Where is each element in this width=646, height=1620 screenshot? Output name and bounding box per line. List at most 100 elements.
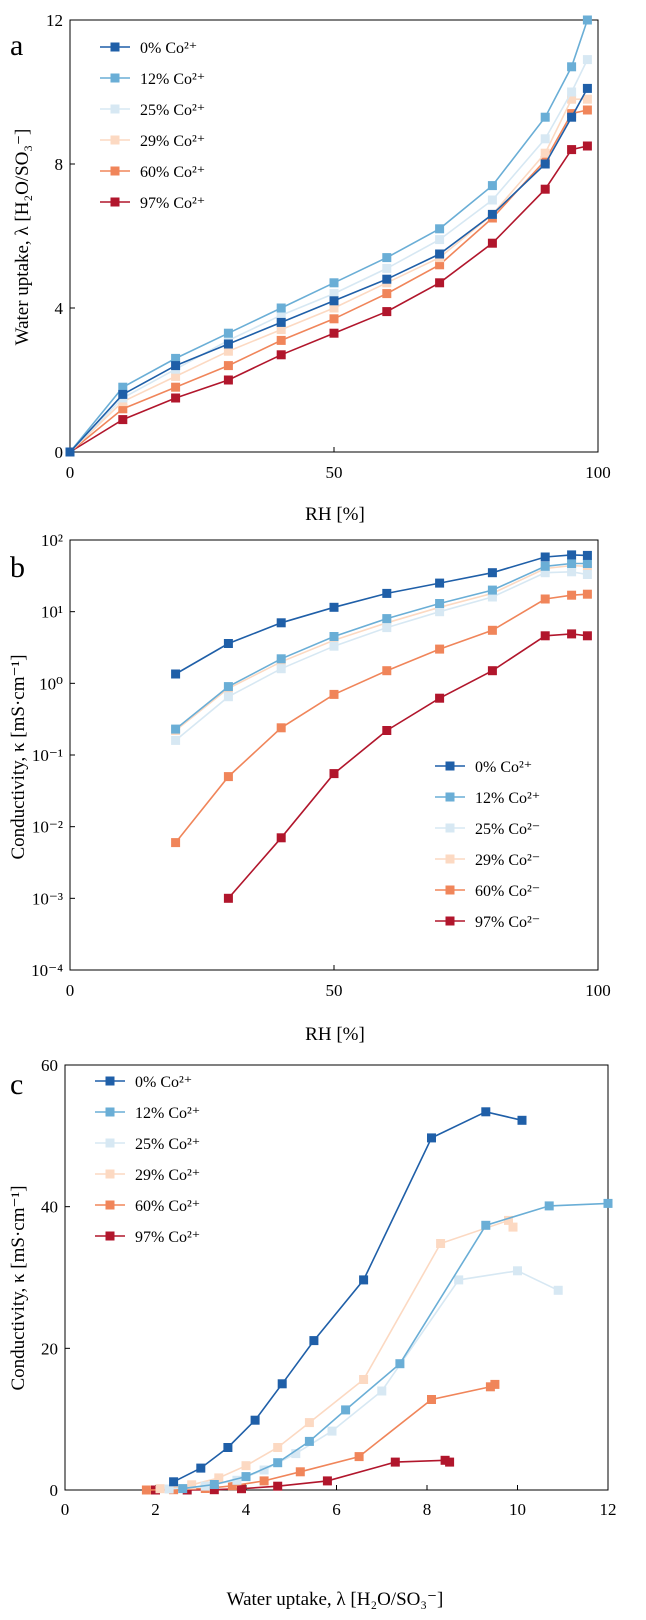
data-point-c-2-2 [232,1475,242,1485]
data-point-c-0-5 [309,1336,319,1346]
data-point-c-3-2 [214,1473,224,1483]
legend-label-a-1: 12% Co²⁺ [140,71,205,88]
data-point-b-2-9 [582,570,592,579]
x-tick-label-b: 0 [66,981,75,1000]
data-point-b-2-6 [487,592,497,602]
data-point-b-2-0 [171,735,181,745]
data-point-c-4-5 [295,1467,305,1477]
data-point-c-3-1 [187,1480,197,1490]
y-tick-label-b: 10⁻⁴ [31,961,63,980]
y-axis-title-c: Conductivity, κ [mS·cm⁻¹] [8,1185,29,1390]
y-tick-label-b: 10⁻² [32,818,63,837]
data-point-c-3-7 [436,1239,446,1248]
data-point-c-5-6 [390,1457,400,1467]
data-point-c-0-3 [250,1415,260,1425]
data-point-b-0-9 [582,550,592,560]
series-line-b-0 [175,554,588,675]
y-tick-label-b: 10² [41,531,63,550]
data-point-b-4-3 [329,689,339,699]
data-point-a-2-7 [435,235,445,245]
y-tick-label-b: 10⁰ [39,674,63,693]
series-line-a-3 [69,98,588,453]
panel-letter-c: c [10,1068,23,1101]
series-line-b-1 [175,562,588,730]
data-point-b-4-8 [567,590,577,600]
data-point-a-0-7 [435,249,445,259]
data-point-a-3-9 [540,148,550,158]
data-point-b-0-5 [435,578,445,588]
data-point-b-5-1 [276,833,286,843]
legend-label-b-4: 60% Co²⁻ [475,883,540,900]
data-point-c-0-8 [481,1107,491,1117]
data-point-a-0-4 [276,317,286,327]
data-point-c-5-2 [209,1485,219,1495]
data-point-c-1-6 [395,1359,405,1369]
data-point-a-0-1 [118,389,128,399]
legend-label-c-3: 29% Co²⁺ [135,1167,200,1184]
x-axis-title-c: Water uptake, λ [H₂O/SO₃⁻] [227,1589,444,1610]
legend-label-c-4: 60% Co²⁺ [135,1198,200,1215]
y-tick-label-c: 0 [50,1481,59,1500]
legend-marker-b-5 [445,916,455,926]
data-point-b-4-1 [223,772,233,782]
data-point-a-1-3 [223,328,233,338]
legend-label-b-5: 97% Co²⁻ [475,914,540,931]
x-tick-label-b: 100 [585,981,611,1000]
data-point-b-1-8 [567,559,577,568]
data-point-c-2-6 [377,1386,387,1396]
data-point-b-4-5 [435,644,445,654]
data-point-a-2-5 [329,289,339,299]
data-point-b-1-4 [382,614,392,624]
series-line-b-4 [174,593,588,844]
data-point-b-0-4 [382,588,392,598]
data-point-b-4-7 [540,594,550,604]
data-point-b-4-9 [582,589,592,599]
legend-marker-b-1 [445,792,455,802]
legend-label-b-2: 25% Co²⁻ [475,821,540,838]
legend-label-c-1: 12% Co²⁺ [135,1105,200,1122]
data-point-b-4-4 [382,666,392,676]
data-point-c-1-1 [209,1480,219,1489]
legend-label-a-0: 0% Co²⁺ [140,40,197,57]
legend-label-a-5: 97% Co²⁺ [140,195,205,212]
data-point-a-0-5 [329,296,339,306]
data-point-c-1-3 [273,1458,283,1468]
legend-marker-a-0 [110,42,120,52]
data-point-c-0-6 [359,1275,369,1285]
x-tick-label-c: 10 [509,1500,526,1519]
data-point-a-5-2 [171,393,181,403]
data-point-a-1-10 [567,62,577,72]
legend-label-b-0: 0% Co²⁺ [475,759,532,776]
x-tick-label-c: 12 [600,1500,617,1519]
data-point-b-1-1 [223,682,233,692]
panel-letter-b: b [10,551,25,584]
data-point-c-3-9 [508,1222,518,1232]
data-point-a-1-5 [329,278,339,288]
legend-label-c-2: 25% Co²⁺ [135,1136,200,1153]
x-tick-label-c: 0 [61,1500,70,1519]
data-point-a-4-11 [582,105,592,115]
y-tick-label-c: 40 [41,1198,58,1217]
data-point-a-1-8 [487,181,497,191]
data-point-b-1-0 [171,724,181,734]
legend-marker-a-4 [110,166,120,176]
data-point-c-0-0 [169,1477,179,1487]
data-point-b-0-1 [223,639,233,648]
data-point-c-1-5 [341,1405,351,1415]
data-point-b-2-5 [435,607,445,617]
data-point-b-5-2 [329,769,339,779]
data-point-a-4-2 [171,382,181,392]
series-line-a-0 [69,88,589,453]
legend-marker-a-5 [110,197,120,207]
data-point-b-5-8 [582,631,592,641]
data-point-c-2-0 [164,1484,174,1494]
data-point-c-4-3 [227,1481,237,1491]
data-point-b-0-6 [487,568,497,578]
data-point-c-4-7 [427,1395,436,1404]
data-point-b-4-2 [276,723,286,733]
series-line-c-1 [182,1202,609,1490]
data-point-a-4-5 [329,314,339,324]
data-point-b-5-6 [540,631,550,641]
legend-label-a-2: 25% Co²⁺ [140,102,205,119]
